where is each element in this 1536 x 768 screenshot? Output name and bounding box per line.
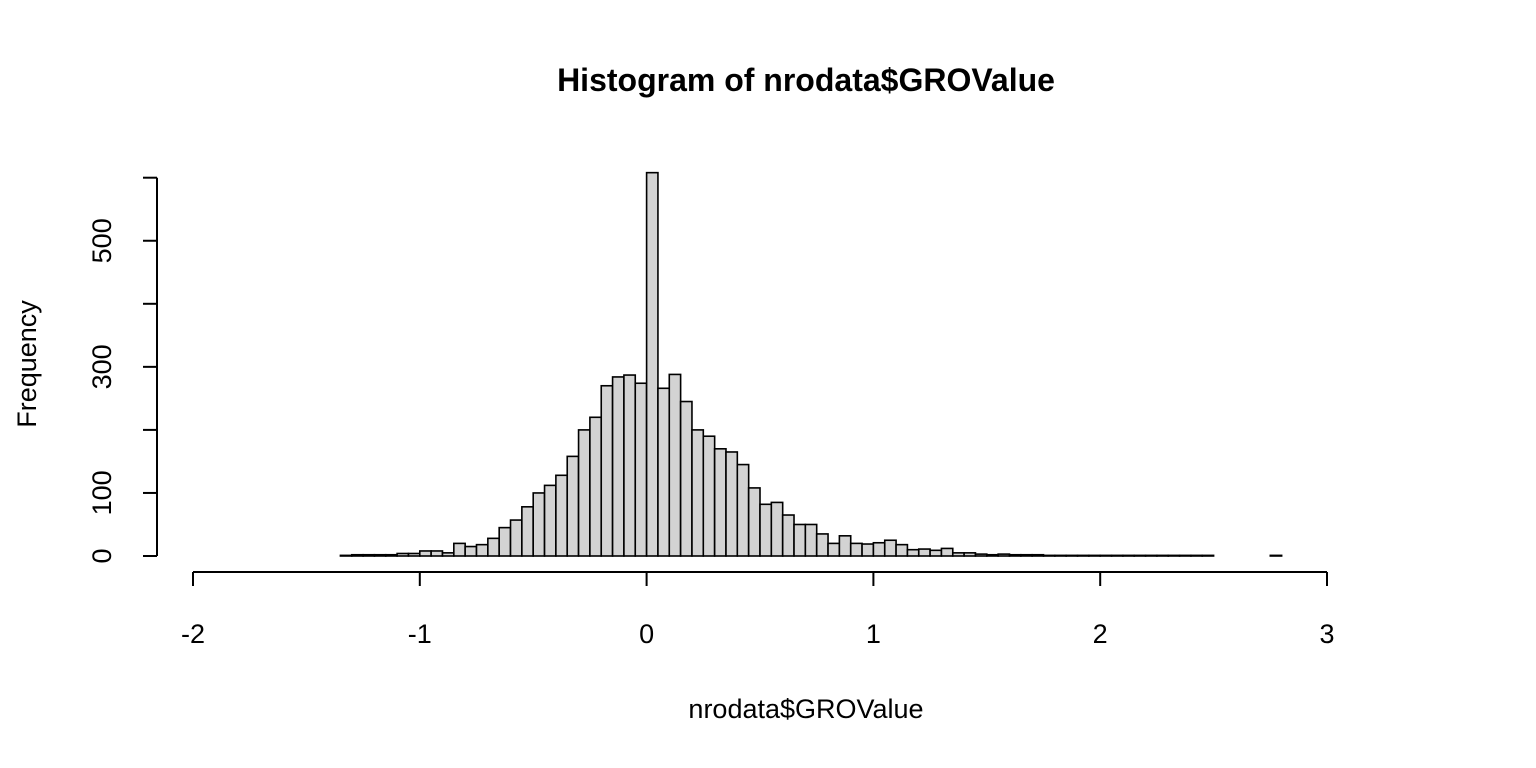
histogram-bar [577, 429, 591, 557]
histogram-bar [1110, 554, 1124, 557]
histogram-bar [373, 553, 387, 557]
histogram-bar [384, 553, 398, 557]
histogram-bar [1190, 554, 1204, 557]
histogram-bar [1042, 554, 1056, 557]
histogram-bar [1144, 554, 1158, 557]
histogram-bar [1156, 554, 1170, 557]
histogram-bar [997, 553, 1011, 557]
histogram-bar [657, 387, 671, 557]
histogram-bar [1133, 554, 1147, 557]
y-tick-label: 500 [87, 218, 117, 263]
histogram-bar [770, 501, 784, 557]
histogram-bar [589, 416, 603, 557]
histogram-bars [339, 171, 1283, 557]
histogram-bar [1269, 554, 1283, 557]
histogram-bar [532, 492, 546, 557]
histogram-bar [804, 523, 818, 557]
histogram-bar [793, 523, 807, 557]
y-axis-label: Frequency [12, 300, 42, 428]
histogram-bar [985, 553, 999, 557]
histogram-bar [906, 548, 920, 557]
histogram-bar [702, 435, 716, 557]
histogram-bar [1020, 553, 1033, 557]
histogram-bar [849, 542, 863, 557]
histogram-bar [691, 429, 705, 557]
histogram-bar [1008, 553, 1022, 557]
histogram-bar [668, 373, 682, 557]
histogram-bar [895, 543, 909, 557]
histogram-bar [509, 519, 523, 557]
histogram-bar [963, 552, 977, 557]
histogram-bar [623, 374, 637, 557]
histogram-bar [453, 542, 466, 557]
histogram-bar [441, 552, 455, 557]
histogram-bar [350, 553, 364, 557]
histogram-bar [736, 463, 750, 557]
histogram-bar [339, 554, 353, 557]
histogram-bar [679, 400, 693, 557]
histogram-bar [407, 552, 421, 557]
histogram-bar [430, 550, 444, 557]
histogram-bar [725, 451, 739, 557]
histogram-bar [1122, 554, 1136, 557]
chart-title: Histogram of nrodata$GROValue [557, 62, 1055, 98]
histogram-bar [543, 484, 557, 557]
histogram-bar [940, 547, 954, 557]
histogram-bar [781, 514, 795, 557]
histogram-bar [645, 171, 659, 557]
histogram-bar [475, 543, 489, 557]
histogram-bar [498, 526, 512, 557]
histogram-bar [611, 376, 625, 557]
histogram-bar [362, 553, 376, 557]
histogram-bar [815, 533, 829, 557]
histogram-bar [974, 553, 988, 557]
histogram-bar [929, 549, 943, 557]
histogram-bar [418, 550, 432, 557]
x-tick-label: 3 [1319, 619, 1334, 649]
histogram-bar [838, 535, 852, 557]
histogram-bar [1031, 553, 1045, 557]
histogram-bar [1201, 554, 1215, 557]
histogram-bar [747, 487, 761, 557]
x-tick-label: -1 [408, 619, 432, 649]
histogram-bar [713, 448, 727, 557]
histogram-bar [634, 382, 648, 557]
histogram-bar [1076, 554, 1090, 557]
histogram-bar [566, 455, 580, 557]
histogram-bar [521, 506, 534, 557]
y-tick-label: 0 [87, 548, 117, 563]
x-axis: -2 -1 0 1 2 3 [181, 571, 1335, 649]
histogram-bar [1099, 554, 1113, 557]
x-tick-label: 0 [639, 619, 654, 649]
histogram-bar [917, 548, 931, 557]
histogram-bar [487, 537, 500, 557]
histogram-bar [827, 542, 841, 557]
histogram-bar [396, 552, 410, 557]
histogram-bar [1054, 554, 1067, 557]
histogram-bar [1065, 554, 1079, 557]
y-tick-label: 300 [87, 344, 117, 389]
x-axis-label: nrodata$GROValue [688, 694, 923, 724]
histogram-bar [861, 543, 875, 557]
x-tick-label: 1 [866, 619, 881, 649]
histogram-bar [600, 384, 614, 557]
histogram-bar [555, 474, 569, 557]
histogram-bar [883, 539, 897, 557]
histogram-bar [759, 503, 773, 557]
histogram-bar [872, 541, 886, 557]
histogram-bar [951, 552, 965, 557]
histogram-bar [1178, 554, 1192, 557]
y-axis: 0 100 300 500 [87, 176, 158, 564]
histogram-bar [464, 545, 478, 557]
y-tick-label: 100 [87, 470, 117, 515]
x-tick-label: 2 [1093, 619, 1108, 649]
histogram-bar [1167, 554, 1181, 557]
x-tick-label: -2 [181, 619, 205, 649]
histogram-bar [1088, 554, 1101, 557]
